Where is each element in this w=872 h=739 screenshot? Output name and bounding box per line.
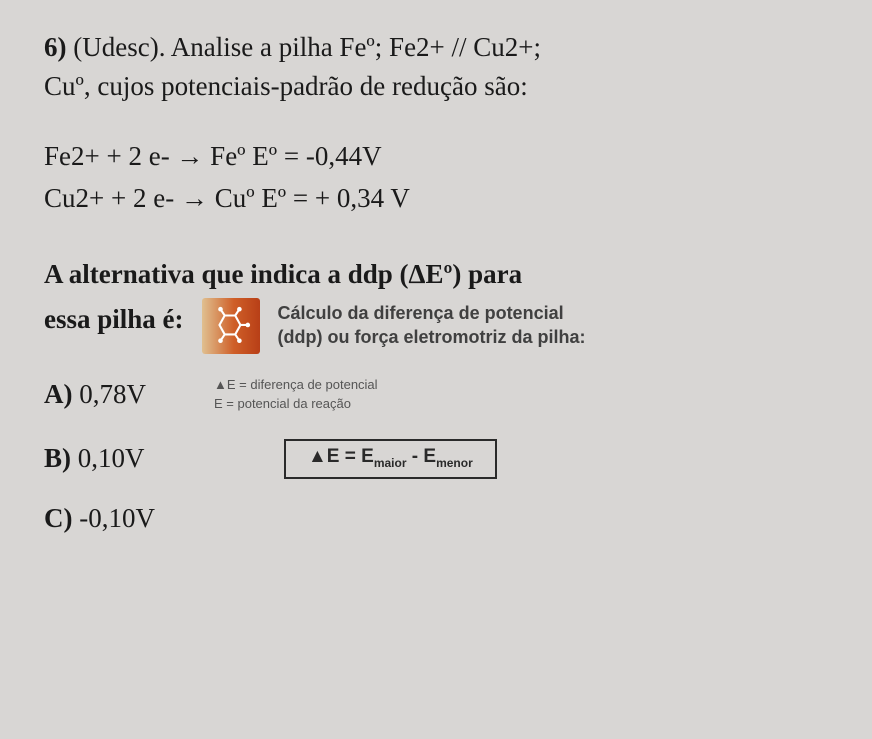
prompt-line2: essa pilha é: (44, 298, 184, 335)
question-line1: Analise a pilha Feº; Fe2+ // Cu2+; (165, 32, 541, 62)
legend-block: ▲E = diferença de potencial E = potencia… (214, 376, 378, 412)
side-title-l2: (ddp) ou força eletromotriz da pilha: (278, 326, 586, 349)
equations-block: Fe2+ + 2 e- → Feº Eº = -0,44V Cu2+ + 2 e… (44, 136, 836, 220)
option-a-value: 0,78V (73, 379, 147, 409)
option-a-row: A) 0,78V ▲E = diferença de potencial E =… (44, 376, 836, 412)
option-c-value: -0,10V (73, 503, 156, 533)
legend-l2: E = potencial da reação (214, 395, 378, 413)
option-a-letter: A) (44, 379, 73, 409)
prompt-row: essa pilha é: Cálculo da diferença d (44, 298, 836, 354)
formula-mid: - E (407, 446, 437, 467)
formula-sub2: menor (436, 456, 473, 470)
equation-1: Fe2+ + 2 e- → Feº Eº = -0,44V (44, 136, 836, 178)
option-c: C) -0,10V (44, 505, 214, 532)
option-b-value: 0,10V (71, 443, 145, 473)
legend-l1: ▲E = diferença de potencial (214, 376, 378, 394)
question-source: (Udesc). (73, 32, 165, 62)
prompt-line1: A alternativa que indica a ddp (ΔEº) par… (44, 254, 836, 295)
formula-sub1: maior (374, 456, 407, 470)
side-title: Cálculo da diferença de potencial (ddp) … (278, 298, 586, 349)
option-b-letter: B) (44, 443, 71, 473)
options-block: A) 0,78V ▲E = diferença de potencial E =… (44, 376, 836, 531)
formula-prefix: ▲E = E (308, 446, 374, 467)
question-number: 6) (44, 32, 67, 62)
equation-2: Cu2+ + 2 e- → Cuº Eº = + 0,34 V (44, 178, 836, 220)
molecule-icon (202, 298, 260, 354)
formula-box: ▲E = Emaior - Emenor (284, 439, 497, 479)
option-a: A) 0,78V (44, 381, 214, 408)
option-b: B) 0,10V (44, 445, 214, 472)
question-text: 6) (Udesc). Analise a pilha Feº; Fe2+ //… (44, 28, 836, 106)
option-c-letter: C) (44, 503, 73, 533)
side-title-l1: Cálculo da diferença de potencial (278, 302, 586, 325)
question-line2: Cuº, cujos potenciais-padrão de redução … (44, 71, 528, 101)
option-b-row: B) 0,10V ▲E = Emaior - Emenor (44, 439, 836, 479)
option-c-row: C) -0,10V (44, 505, 836, 532)
